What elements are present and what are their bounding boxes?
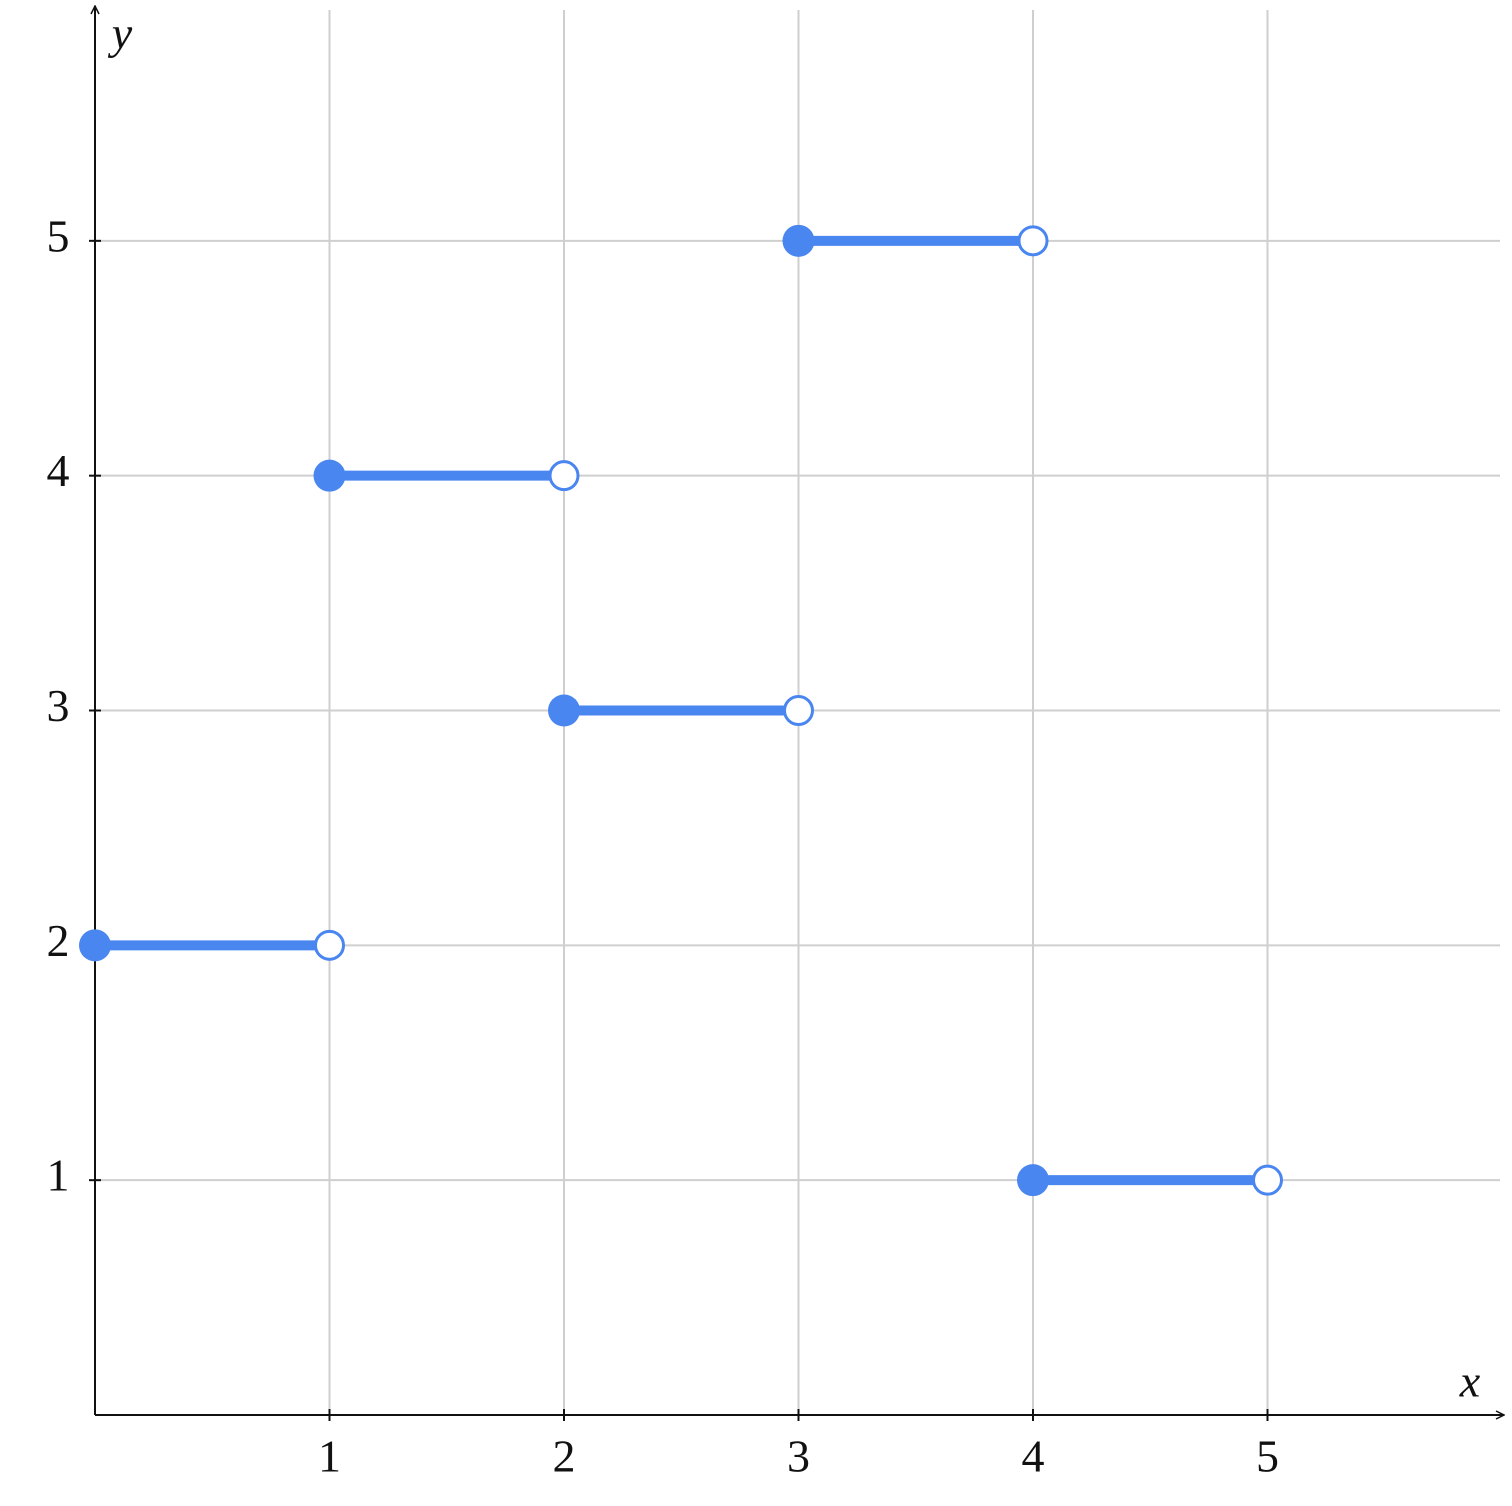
open-endpoint: [548, 460, 580, 492]
y-tick-label: 2: [47, 915, 70, 966]
open-endpoint: [1017, 225, 1049, 257]
y-axis-label: y: [108, 8, 133, 59]
x-tick-label: 2: [553, 1431, 576, 1482]
y-tick-label: 1: [47, 1150, 70, 1201]
closed-endpoint: [79, 929, 111, 962]
closed-endpoint: [313, 459, 346, 492]
closed-endpoint: [1017, 1164, 1049, 1197]
open-endpoint: [314, 929, 345, 961]
y-tick-label: 5: [47, 210, 70, 261]
y-tick-label: 4: [47, 445, 70, 496]
open-endpoint: [783, 695, 814, 726]
x-tick-label: 4: [1022, 1431, 1045, 1482]
x-tick-label: 5: [1256, 1431, 1279, 1482]
y-tick-label: 3: [47, 680, 70, 731]
x-axis-label: x: [1459, 1356, 1481, 1407]
open-endpoint: [1252, 1164, 1283, 1196]
x-tick-label: 1: [318, 1431, 341, 1482]
x-tick-label: 3: [787, 1431, 810, 1482]
closed-endpoint: [548, 694, 580, 727]
closed-endpoint: [782, 224, 815, 257]
